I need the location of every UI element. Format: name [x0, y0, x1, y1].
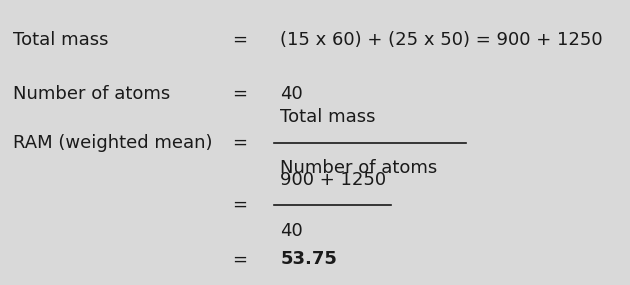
Text: 900 + 1250: 900 + 1250: [280, 170, 386, 189]
Text: Total mass: Total mass: [280, 108, 376, 126]
Text: =: =: [232, 31, 247, 49]
Text: RAM (weighted mean): RAM (weighted mean): [13, 133, 212, 152]
Text: =: =: [232, 133, 247, 152]
Text: =: =: [232, 196, 247, 214]
Text: Total mass: Total mass: [13, 31, 108, 49]
Text: 53.75: 53.75: [280, 250, 337, 268]
Text: =: =: [232, 85, 247, 103]
Text: Number of atoms: Number of atoms: [13, 85, 170, 103]
Text: =: =: [232, 250, 247, 268]
Text: (15 x 60) + (25 x 50) = 900 + 1250: (15 x 60) + (25 x 50) = 900 + 1250: [280, 31, 603, 49]
Text: 40: 40: [280, 222, 303, 240]
Text: 40: 40: [280, 85, 303, 103]
Text: Number of atoms: Number of atoms: [280, 159, 438, 177]
